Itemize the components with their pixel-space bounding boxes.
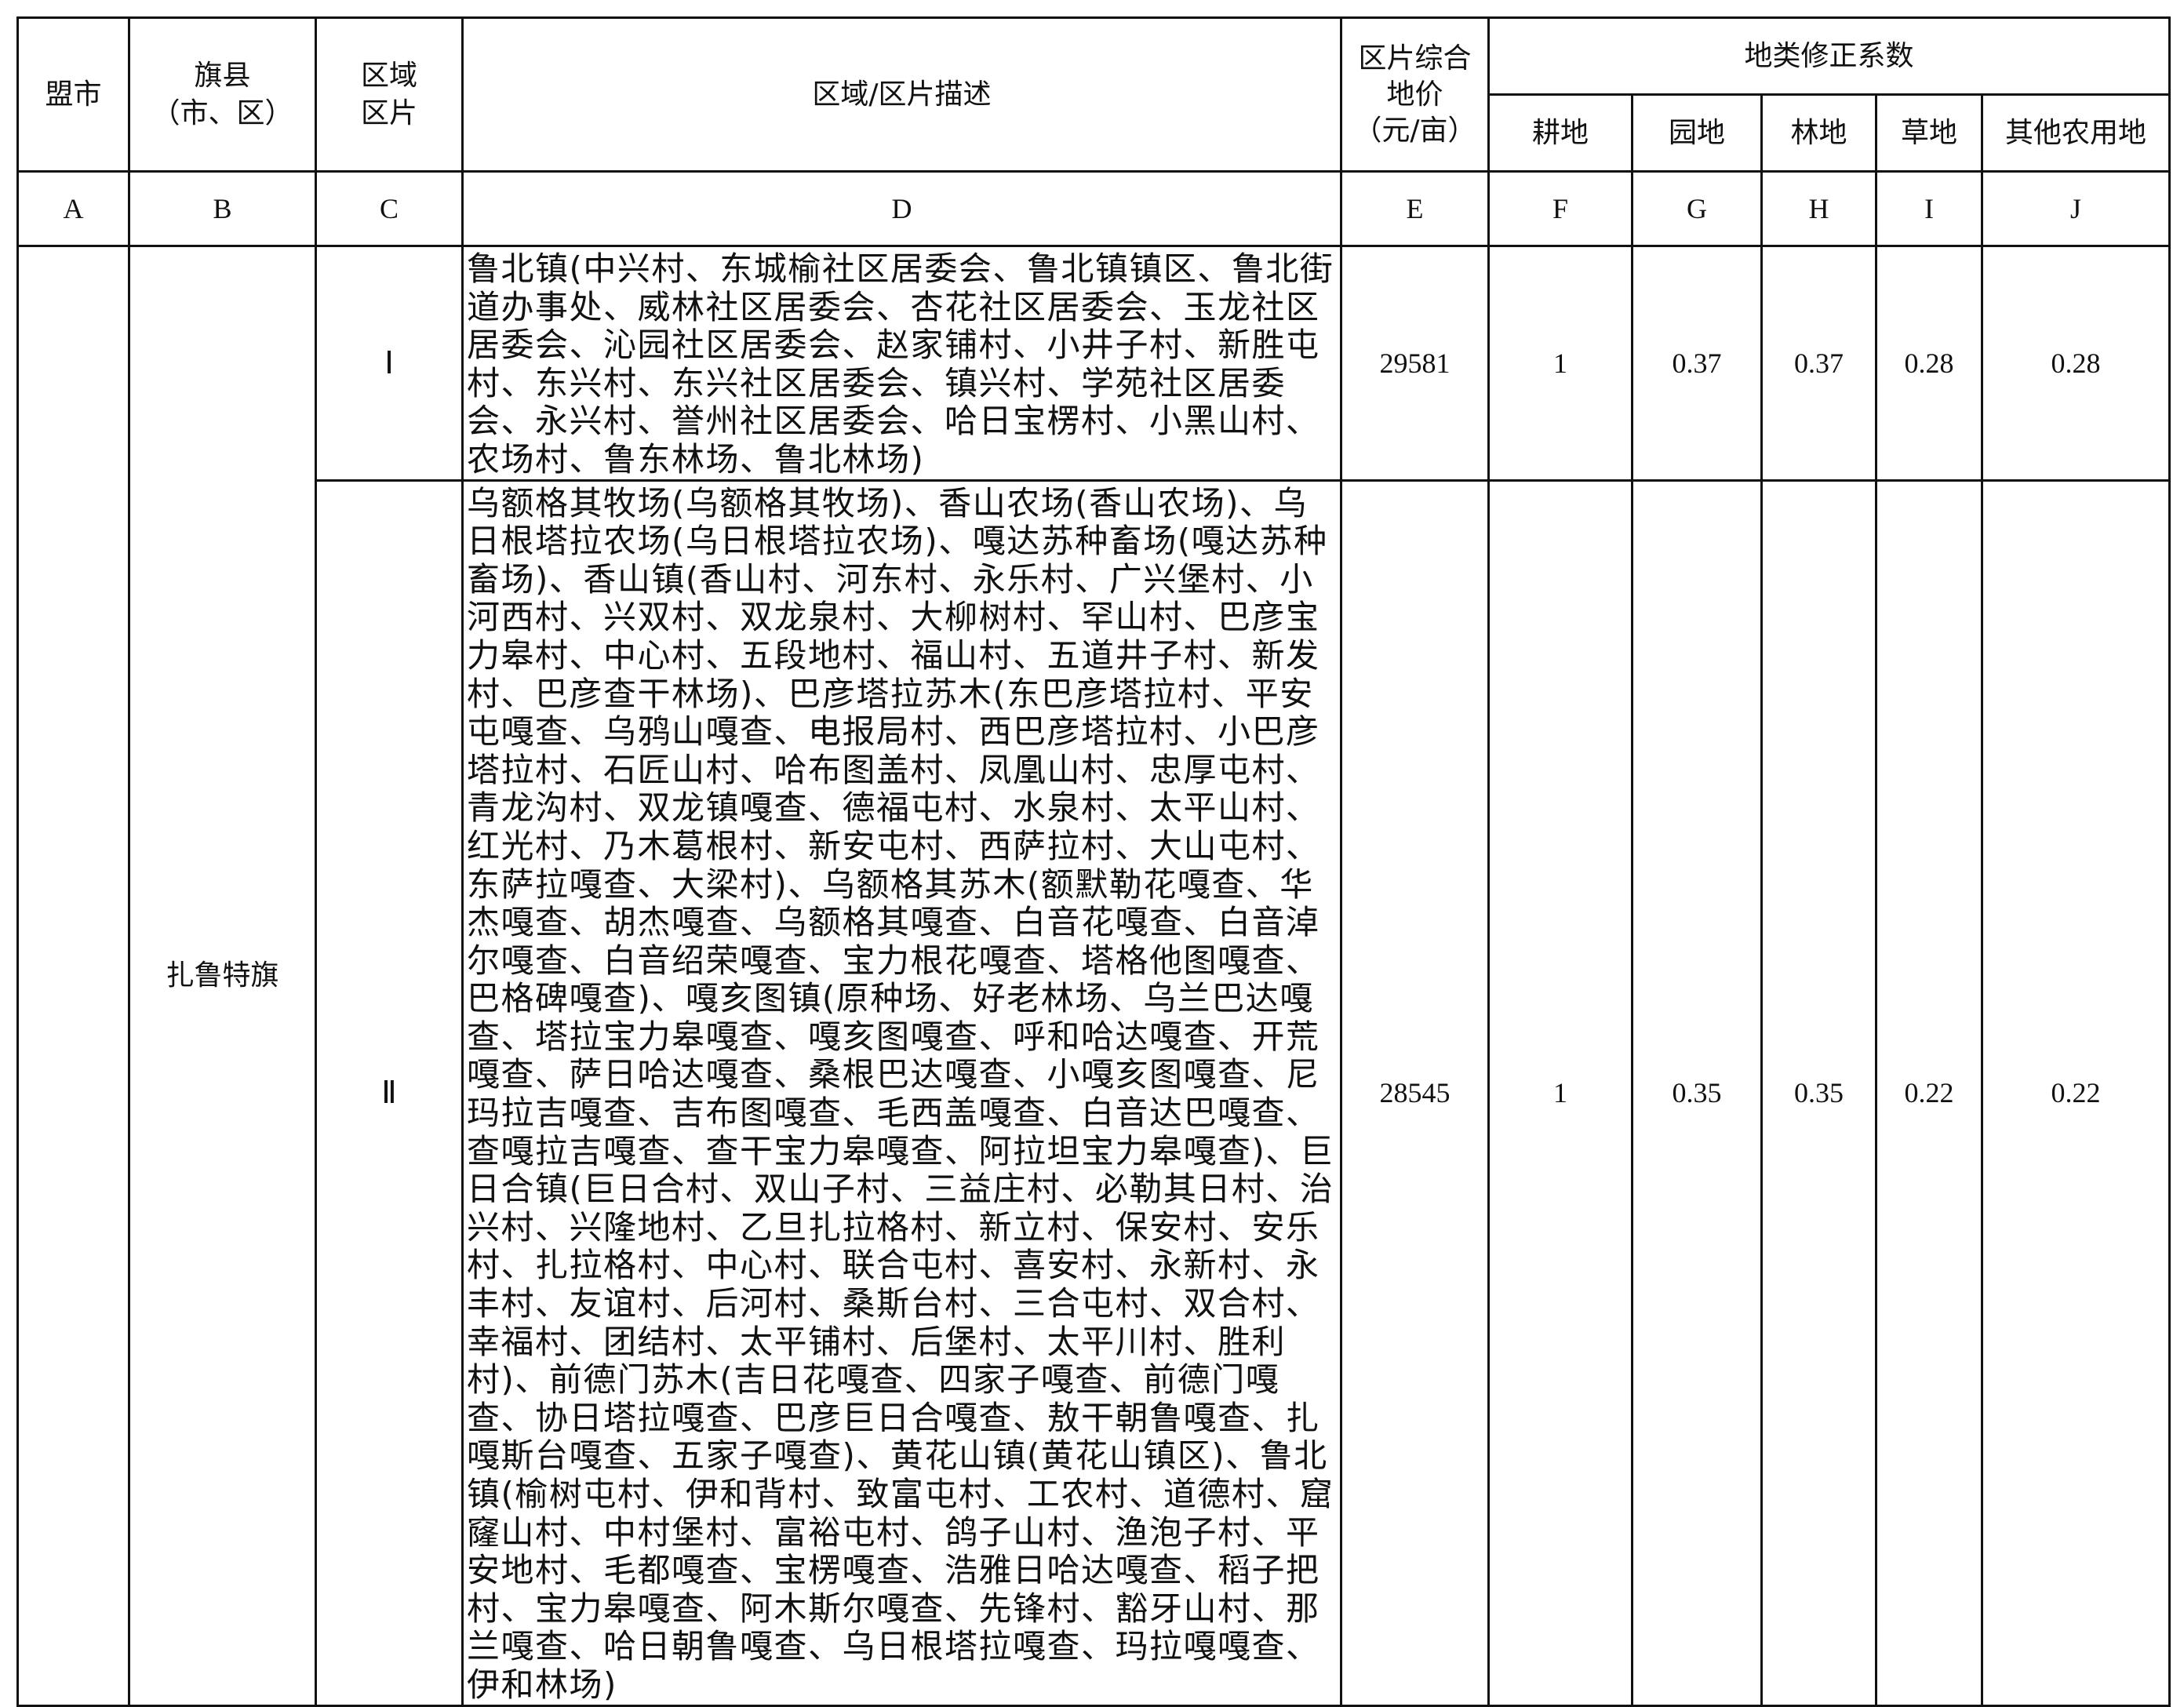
zone-cell: Ⅰ bbox=[315, 245, 464, 482]
forest-coef: 0.35 bbox=[1760, 479, 1877, 1707]
letter-i: I bbox=[1875, 170, 1983, 247]
letter-j: J bbox=[1980, 170, 2171, 247]
header-league-city: 盟市 bbox=[16, 16, 130, 173]
grass-coef: 0.22 bbox=[1875, 479, 1983, 1707]
header-grassland: 草地 bbox=[1875, 93, 1983, 173]
letter-c: C bbox=[315, 170, 464, 247]
header-correction-coefficients: 地类修正系数 bbox=[1487, 16, 2171, 96]
header-price: 区片综合 地价 （元/亩） bbox=[1340, 16, 1490, 173]
header-row-1: 盟市 旗县 （市、区） 区域 区片 区域/区片描述 区片综合 地价 （元/亩） … bbox=[16, 16, 2171, 173]
grass-coef: 0.28 bbox=[1875, 245, 1983, 482]
table-row: Ⅱ 乌额格其牧场(乌额格其牧场)、香山农场(香山农场)、乌日根塔拉农场(乌日根塔… bbox=[18, 479, 2171, 1707]
table-row: 扎鲁特旗 Ⅰ 鲁北镇(中兴村、东城榆社区居委会、鲁北镇镇区、鲁北街道办事处、威林… bbox=[16, 245, 2171, 1707]
header-row-2: 耕地 园地 林地 草地 其他农用地 bbox=[18, 93, 2171, 173]
zone-cell: Ⅱ bbox=[315, 479, 464, 1707]
letter-d: D bbox=[461, 170, 1342, 247]
header-description: 区域/区片描述 bbox=[461, 16, 1342, 173]
land-price-table: 盟市 旗县 （市、区） 区域 区片 区域/区片描述 区片综合 地价 （元/亩） … bbox=[16, 16, 2171, 1707]
league-city-cell bbox=[16, 245, 130, 1707]
header-other-agri: 其他农用地 bbox=[1980, 93, 2171, 173]
letter-a: A bbox=[16, 170, 130, 247]
description-cell: 乌额格其牧场(乌额格其牧场)、香山农场(香山农场)、乌日根塔拉农场(乌日根塔拉农… bbox=[461, 479, 1342, 1707]
header-garden: 园地 bbox=[1631, 93, 1763, 173]
garden-coef: 0.35 bbox=[1631, 479, 1763, 1707]
header-zone: 区域 区片 bbox=[315, 16, 464, 173]
header-county: 旗县 （市、区） bbox=[128, 16, 317, 173]
county-cell: 扎鲁特旗 bbox=[128, 245, 317, 1707]
letter-e: E bbox=[1340, 170, 1490, 247]
price-cell: 29581 bbox=[1340, 245, 1490, 482]
letter-b: B bbox=[128, 170, 317, 247]
other-coef: 0.28 bbox=[1980, 245, 2171, 482]
forest-coef: 0.37 bbox=[1760, 245, 1877, 482]
header-farmland: 耕地 bbox=[1487, 93, 1633, 173]
header-forest: 林地 bbox=[1760, 93, 1877, 173]
letter-h: H bbox=[1760, 170, 1877, 247]
description-cell: 鲁北镇(中兴村、东城榆社区居委会、鲁北镇镇区、鲁北街道办事处、威林社区居委会、杏… bbox=[461, 245, 1342, 482]
price-cell: 28545 bbox=[1340, 479, 1490, 1707]
letter-g: G bbox=[1631, 170, 1763, 247]
letter-f: F bbox=[1487, 170, 1633, 247]
farmland-coef: 1 bbox=[1487, 245, 1633, 482]
column-letter-row: A B C D E F G H I J bbox=[16, 170, 2171, 247]
garden-coef: 0.37 bbox=[1631, 245, 1763, 482]
farmland-coef: 1 bbox=[1487, 479, 1633, 1707]
other-coef: 0.22 bbox=[1980, 479, 2171, 1707]
